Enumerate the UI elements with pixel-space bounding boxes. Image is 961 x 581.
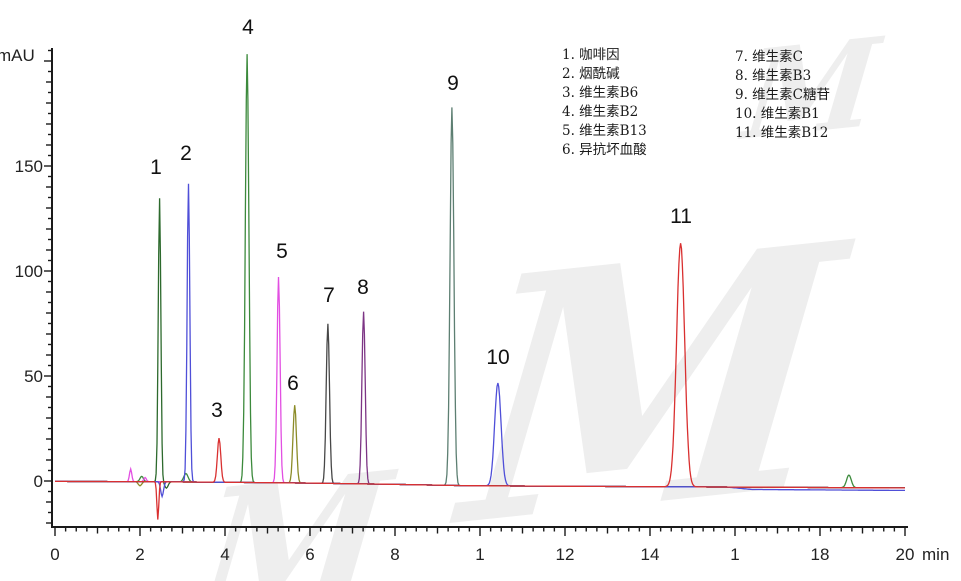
legend-item-5: 11. 维生素B12 <box>735 125 829 141</box>
legend-item-1: 1. 咖啡因 <box>562 47 620 63</box>
trace-vitamin-c <box>55 323 905 489</box>
trace-caffeine <box>55 198 905 489</box>
x-tick-label: 1 <box>730 545 739 564</box>
y-axis-unit-label: mAU <box>0 46 35 65</box>
legend-item-6: 6. 异抗坏血酸 <box>562 142 647 158</box>
traces <box>55 54 905 520</box>
x-tick-label: 6 <box>305 545 314 564</box>
peak-number-label-9: 9 <box>447 72 459 95</box>
legend-item-2: 8. 维生素B3 <box>735 68 812 84</box>
x-tick-label: 1 <box>475 545 484 564</box>
legend-item-4: 10. 维生素B1 <box>735 106 820 122</box>
peak-number-label-1: 1 <box>150 156 162 179</box>
x-tick-label: 14 <box>641 545 660 564</box>
y-tick-label: 50 <box>24 367 43 386</box>
peak-number-label-11: 11 <box>670 205 692 228</box>
x-tick-label: 8 <box>390 545 399 564</box>
trace-vitamin-b13 <box>55 276 905 489</box>
peak-number-label-5: 5 <box>276 240 288 263</box>
peak-number-label-4: 4 <box>242 16 254 39</box>
peak-number-label-10: 10 <box>486 346 510 369</box>
peak-number-label-8: 8 <box>357 276 369 299</box>
x-tick-label: 18 <box>811 545 830 564</box>
x-tick-label: 2 <box>135 545 144 564</box>
legend-item-4: 4. 维生素B2 <box>562 104 639 120</box>
legend-item-3: 9. 维生素C糖苷 <box>735 87 831 103</box>
x-tick-label: 4 <box>220 545 229 564</box>
trace-vitamin-b3 <box>55 311 905 489</box>
x-tick-label: 12 <box>556 545 575 564</box>
legend-item-2: 2. 烟酰碱 <box>562 66 620 82</box>
legend-item-5: 5. 维生素B13 <box>562 123 647 139</box>
peak-number-label-2: 2 <box>180 142 192 165</box>
peak-number-label-3: 3 <box>211 399 223 422</box>
trace-b6-b12 <box>55 243 905 520</box>
y-tick-label: 100 <box>15 262 43 281</box>
x-tick-label: 0 <box>50 545 59 564</box>
peak-number-label-6: 6 <box>287 372 299 395</box>
legend-right-column: 7. 维生素C 8. 维生素B3 9. 维生素C糖苷 10. 维生素B1 11. 维生素… <box>735 48 830 143</box>
y-tick-label: 150 <box>15 157 43 176</box>
x-axis-unit-label: min <box>922 545 949 564</box>
peak-number-label-7: 7 <box>323 284 335 307</box>
x-tick-label: 20 <box>896 545 915 564</box>
trace-isoascorbic-acid <box>55 405 905 489</box>
legend-item-1: 7. 维生素C <box>735 49 804 65</box>
trace-niacin-b1 <box>55 183 905 499</box>
y-tick-label: 0 <box>34 472 43 491</box>
legend-left-column: 1. 咖啡因 2. 烟酰碱 3. 维生素B6 4. 维生素B2 5. 维生素B13 6. … <box>562 46 647 160</box>
legend-item-3: 3. 维生素B6 <box>562 85 639 101</box>
